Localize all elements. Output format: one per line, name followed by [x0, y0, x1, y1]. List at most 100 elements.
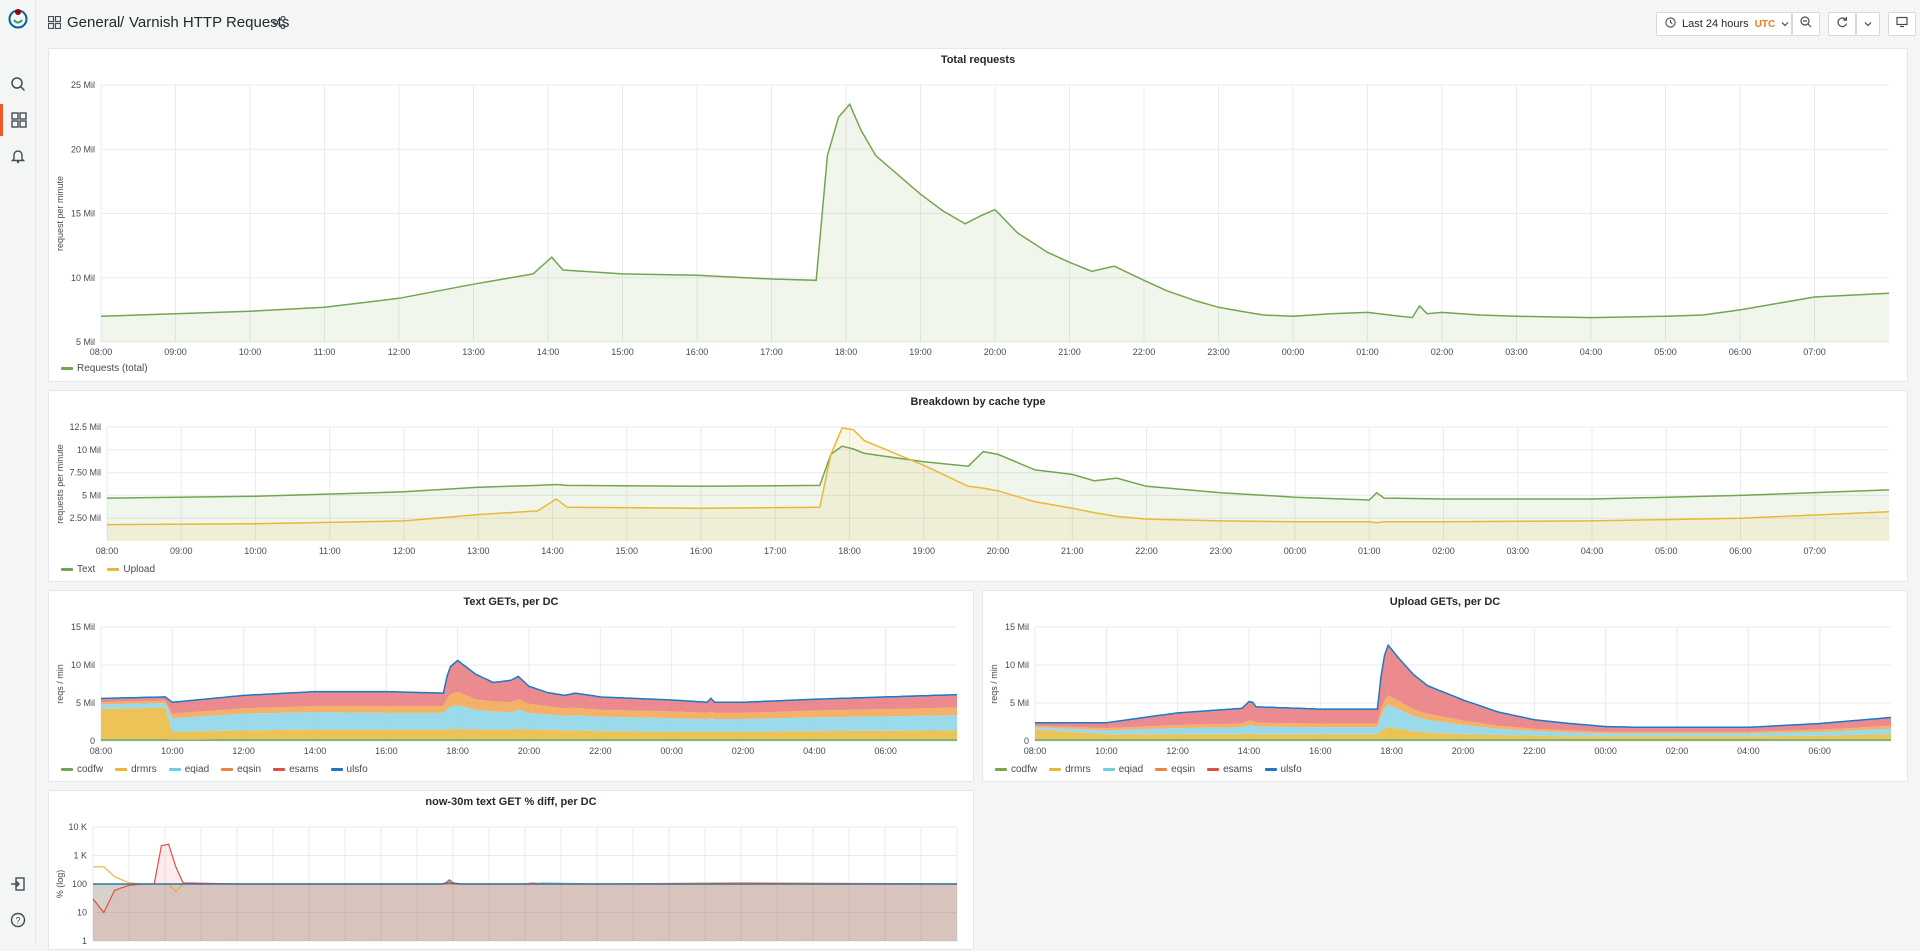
legend-item-eqiad[interactable]: eqiad — [168, 764, 209, 775]
panel-breakdown-by-cache-type: Breakdown by cache type 2.50 Mil 5 Mil 7.5… — [48, 390, 1908, 582]
legend-swatch — [61, 367, 73, 370]
legend-swatch — [115, 768, 128, 771]
x-tick-label: 16:00 — [1309, 746, 1332, 756]
breadcrumb-folder[interactable]: General — [67, 14, 121, 31]
dashboard-grid-icon — [47, 15, 62, 34]
x-tick-label: 20:00 — [984, 347, 1007, 357]
y-tick-label: 10 Mil — [77, 445, 101, 455]
grafana-logo-icon[interactable] — [0, 2, 35, 34]
dashboard-title[interactable]: Varnish HTTP Requests — [129, 14, 290, 31]
legend-swatch — [61, 768, 73, 771]
legend-item-ulsfo[interactable]: ulsfo — [1264, 764, 1302, 775]
legend-item-eqsin[interactable]: eqsin — [1155, 764, 1195, 775]
refresh-interval-dropdown[interactable] — [1856, 12, 1880, 36]
legend-item-esams[interactable]: esams — [1207, 764, 1253, 775]
x-tick-label: 04:00 — [803, 746, 826, 756]
legend-label: drmrs — [131, 764, 157, 775]
y-tick-label: 2.50 Mil — [69, 513, 101, 523]
y-axis-label: % (log) — [55, 870, 65, 899]
panel-title[interactable]: Upload GETs, per DC — [1389, 596, 1501, 608]
time-range-picker[interactable]: Last 24 hours UTC — [1656, 12, 1792, 36]
legend-label: Requests (total) — [77, 363, 148, 374]
y-tick-label: 10 K — [68, 822, 87, 832]
share-icon[interactable] — [272, 15, 286, 34]
x-tick-label: 19:00 — [912, 546, 935, 556]
x-tick-label: 13:00 — [467, 546, 490, 556]
legend-swatch — [168, 768, 181, 771]
x-tick-label: 20:00 — [518, 746, 541, 756]
x-tick-label: 08:00 — [1024, 746, 1047, 756]
legend-swatch — [273, 768, 286, 771]
y-tick-label: 1 — [82, 936, 87, 946]
stack-area-drmrs — [101, 707, 957, 740]
alerting-bell-icon[interactable] — [0, 140, 35, 172]
x-tick-label: 05:00 — [1655, 546, 1678, 556]
panel-title[interactable]: Breakdown by cache type — [910, 396, 1046, 408]
legend-label: codfw — [1011, 764, 1038, 775]
panel-title[interactable]: Total requests — [940, 54, 1016, 66]
y-axis-label: reqs / min — [989, 664, 999, 704]
panel-title[interactable]: Text GETs, per DC — [463, 596, 559, 608]
legend-label: Text — [77, 564, 96, 575]
legend: codfw drmrs eqiad eqsin esams ulsfo — [995, 764, 1302, 775]
total-requests-chart: 5 Mil 10 Mil 15 Mil 20 Mil 25 Mil 08:00 09:00 1… — [55, 80, 1890, 357]
x-tick-label: 04:00 — [1581, 546, 1604, 556]
dashboards-icon[interactable] — [0, 104, 35, 136]
series-line-ulsfo — [93, 882, 957, 885]
x-tick-label: 02:00 — [732, 746, 755, 756]
legend-item-ulsfo[interactable]: ulsfo — [330, 764, 368, 775]
legend-item-codfw[interactable]: codfw — [61, 764, 103, 775]
search-icon[interactable] — [0, 68, 35, 100]
legend-item-codfw[interactable]: codfw — [995, 764, 1037, 775]
legend-item-drmrs[interactable]: drmrs — [1049, 764, 1091, 775]
x-tick-label: 23:00 — [1207, 347, 1230, 357]
series-area-esams — [93, 844, 957, 941]
legend-swatch — [107, 568, 120, 571]
x-tick-label: 16:00 — [375, 746, 398, 756]
y-tick-label: 15 Mil — [1005, 622, 1029, 632]
diff-chart: 1 10 100 1 K 10 K % (log) — [55, 822, 958, 946]
legend-item-esams[interactable]: esams — [273, 764, 319, 775]
legend-item[interactable]: Upload — [107, 564, 155, 575]
x-tick-label: 10:00 — [239, 347, 262, 357]
stack-area-codfw — [101, 738, 957, 741]
x-tick-label: 09:00 — [164, 347, 187, 357]
x-tick-label: 16:00 — [690, 546, 713, 556]
x-tick-label: 22:00 — [1135, 546, 1158, 556]
x-tick-label: 22:00 — [1133, 347, 1156, 357]
x-tick-label: 06:00 — [1729, 546, 1752, 556]
help-icon[interactable]: ? — [0, 904, 35, 936]
legend-item-eqiad[interactable]: eqiad — [1102, 764, 1143, 775]
sign-in-icon[interactable] — [0, 868, 35, 900]
legend-item[interactable]: Requests (total) — [61, 363, 148, 374]
cycle-view-mode-button[interactable] — [1888, 12, 1916, 36]
legend-label: codfw — [77, 764, 104, 775]
legend-item[interactable]: Text — [61, 564, 95, 575]
x-tick-label: 14:00 — [1238, 746, 1261, 756]
x-tick-label: 03:00 — [1505, 347, 1528, 357]
x-tick-label: 20:00 — [1452, 746, 1475, 756]
time-range-label: Last 24 hours — [1682, 18, 1749, 30]
panel-upload-gets-per-dc: Upload GETs, per DC 0 5 Mil 10 Mil 15 Mil 08… — [982, 590, 1908, 782]
x-tick-label: 18:00 — [446, 746, 469, 756]
refresh-button[interactable] — [1828, 12, 1856, 36]
zoom-out-button[interactable] — [1792, 12, 1820, 36]
x-tick-label: 15:00 — [615, 546, 638, 556]
monitor-icon — [1896, 15, 1908, 33]
series-line-text — [106, 445, 1890, 501]
x-tick-label: 17:00 — [760, 347, 783, 357]
legend-item-eqsin[interactable]: eqsin — [221, 764, 261, 775]
x-tick-label: 06:00 — [1729, 347, 1752, 357]
sidebar: ? — [0, 0, 36, 944]
x-tick-label: 12:00 — [393, 546, 416, 556]
baseline-fill — [93, 884, 957, 941]
legend-label: esams — [1223, 764, 1253, 775]
x-tick-label: 22:00 — [589, 746, 612, 756]
panel-title[interactable]: now-30m text GET % diff, per DC — [425, 796, 597, 808]
legend-label: eqsin — [237, 764, 262, 775]
legend-item-drmrs[interactable]: drmrs — [115, 764, 157, 775]
x-tick-label: 02:00 — [1431, 347, 1454, 357]
x-tick-label: 07:00 — [1803, 546, 1826, 556]
chevron-down-icon — [1864, 15, 1872, 33]
x-tick-label: 01:00 — [1356, 347, 1379, 357]
